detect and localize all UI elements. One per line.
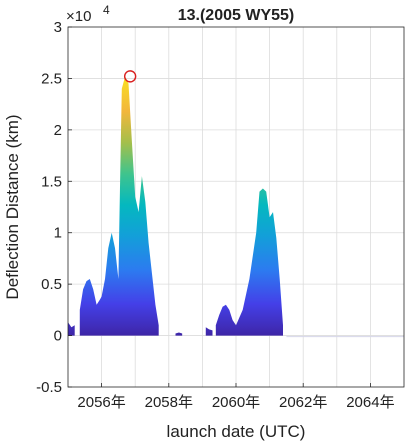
x-tick-label: 2058年 — [145, 394, 193, 411]
y-exponent: ×10 4 — [66, 3, 110, 25]
y-tick-label: 0 — [54, 328, 62, 345]
data-bands — [68, 76, 404, 338]
y-exponent-power: 4 — [103, 3, 110, 17]
y-tick-label: 3 — [54, 19, 62, 36]
deflection-band — [215, 188, 283, 336]
deflection-band — [175, 332, 183, 336]
x-tick-label: 2060年 — [212, 394, 260, 411]
y-exponent-base: ×10 — [66, 8, 91, 25]
y-tick-label: 2 — [54, 122, 62, 139]
y-tick-label: -0.5 — [36, 379, 62, 396]
deflection-band — [205, 327, 213, 336]
y-tick-label: 2.5 — [41, 70, 62, 87]
x-tick-label: 2064年 — [346, 394, 394, 411]
x-axis-label: launch date (UTC) — [167, 422, 306, 441]
axis-ticks: 2056年 2058年 2060年 2062年 2064年 -0.5 0 0.5 1 1.5 2 2.… — [36, 19, 394, 411]
y-tick-label: 0.5 — [41, 276, 62, 293]
deflection-band — [68, 322, 75, 336]
y-tick-label: 1 — [54, 225, 62, 242]
y-tick-label: 1.5 — [41, 173, 62, 190]
chart-title: 13.(2005 WY55) — [178, 7, 295, 24]
x-tick-label: 2062年 — [279, 394, 327, 411]
y-axis-label: Deflection Distance (km) — [3, 114, 22, 299]
deflection-band — [79, 76, 159, 336]
max-point-marker — [123, 70, 137, 83]
x-tick-label: 2056年 — [77, 394, 125, 411]
